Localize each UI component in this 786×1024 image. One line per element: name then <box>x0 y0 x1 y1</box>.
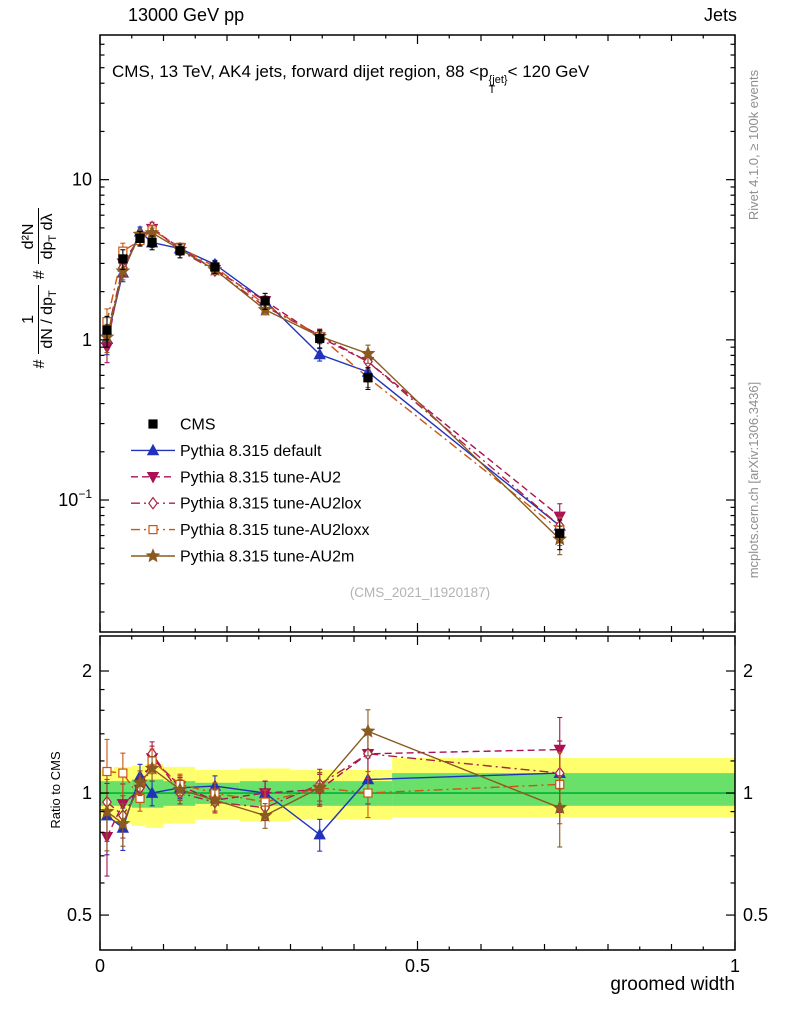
svg-text:0.5: 0.5 <box>67 905 92 925</box>
svg-text:Pythia 8.315 tune-AU2m: Pythia 8.315 tune-AU2m <box>180 549 354 566</box>
svg-text:Pythia 8.315 tune-AU2lox: Pythia 8.315 tune-AU2lox <box>180 496 361 513</box>
mcplots-arxiv-text: mcplots.cern.ch [arXiv:1306.3436] <box>746 381 761 579</box>
tick-labels: 10 1 10−1 2 2 1 1 0.5 0.5 0 0.5 1 <box>58 170 768 976</box>
main-series <box>100 220 568 556</box>
ratio-y-axis-label: Ratio to CMS <box>48 751 63 829</box>
svg-text:0: 0 <box>95 956 105 976</box>
svg-text:0.5: 0.5 <box>405 956 430 976</box>
hash-symbol: # <box>31 359 48 369</box>
svg-text:1: 1 <box>82 330 92 350</box>
svg-text:Pythia 8.315 tune-AU2: Pythia 8.315 tune-AU2 <box>180 469 341 486</box>
svg-text:Pythia 8.315 default: Pythia 8.315 default <box>180 443 322 460</box>
plot-title-subscript: T <box>488 84 496 96</box>
svg-text:Pythia 8.315 tune-AU2loxx: Pythia 8.315 tune-AU2loxx <box>180 522 369 539</box>
header-analysis-group: Jets <box>703 5 737 25</box>
ratio-series <box>100 709 568 877</box>
plot-title-suffix: < 120 GeV <box>507 62 590 81</box>
legend: CMS Pythia 8.315 default Pythia 8.315 tune… <box>131 417 369 566</box>
plot-title-superscript: {jet} <box>488 74 508 86</box>
plot-title: CMS, 13 TeV, AK4 jets, forward dijet reg… <box>112 62 590 96</box>
x-axis-label: groomed width <box>610 974 735 995</box>
analysis-id-watermark: (CMS_2021_I1920187) <box>349 585 491 600</box>
main-y-axis-label: # 1 dN / dpT # d²N dpT dλ <box>0 80 85 500</box>
fraction-d2n-over-dptdlambda: d²N dpT dλ <box>19 208 60 265</box>
svg-text:1: 1 <box>743 783 753 803</box>
svg-text:0.5: 0.5 <box>743 905 768 925</box>
rivet-version-text: Rivet 4.1.0, ≥ 100k events <box>746 69 761 221</box>
svg-text:1: 1 <box>730 956 740 976</box>
fraction-denominator: dpT dλ <box>39 213 60 260</box>
svg-text:10−1: 10−1 <box>58 487 92 510</box>
svg-text:2: 2 <box>743 661 753 681</box>
fraction-numerator: 1 <box>19 285 40 354</box>
fraction-one-over-dndpt: 1 dN / dpT <box>19 285 60 354</box>
axes <box>99 34 736 951</box>
svg-text:CMS: CMS <box>180 417 216 434</box>
svg-text:10: 10 <box>72 170 92 190</box>
svg-text:2: 2 <box>82 661 92 681</box>
plot-title-text: CMS, 13 TeV, AK4 jets, forward dijet reg… <box>112 62 489 81</box>
hash-symbol: # <box>31 270 48 280</box>
fraction-numerator: d²N <box>19 208 40 265</box>
fraction-denominator: dN / dpT <box>39 290 60 349</box>
header-beam-info: 13000 GeV pp <box>128 5 245 25</box>
pt-jet-symbol: {jet} T <box>488 74 508 96</box>
svg-text:1: 1 <box>82 783 92 803</box>
